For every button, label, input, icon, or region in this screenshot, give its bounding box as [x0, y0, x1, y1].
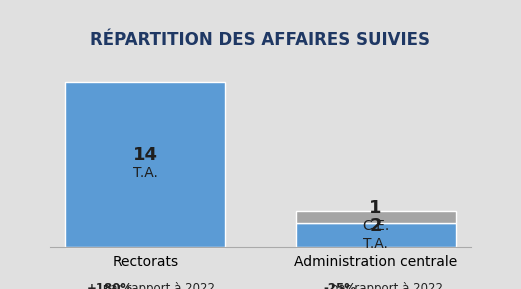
Text: T.A.: T.A.: [363, 237, 388, 251]
Text: Rectorats: Rectorats: [113, 255, 179, 268]
Bar: [295, 212, 455, 223]
Text: 2: 2: [369, 217, 382, 235]
Text: par rapport à 2022: par rapport à 2022: [327, 282, 443, 289]
Text: RÉPARTITION DES AFFAIRES SUIVIES: RÉPARTITION DES AFFAIRES SUIVIES: [91, 31, 430, 49]
Bar: [66, 82, 226, 247]
Text: Administration centrale: Administration centrale: [294, 255, 457, 268]
Text: T.A.: T.A.: [133, 166, 158, 180]
Text: -25%: -25%: [324, 282, 356, 289]
Text: +180%: +180%: [87, 282, 133, 289]
Text: par rapport à 2022: par rapport à 2022: [100, 282, 215, 289]
Text: 14: 14: [133, 146, 158, 164]
Bar: [295, 223, 455, 247]
Text: 1: 1: [369, 199, 382, 217]
Text: C.E.: C.E.: [362, 219, 389, 234]
